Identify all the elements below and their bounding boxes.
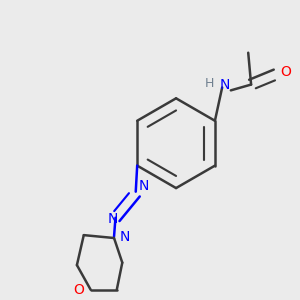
Text: O: O xyxy=(280,64,291,79)
Text: O: O xyxy=(74,283,85,297)
Text: N: N xyxy=(120,230,130,244)
Text: H: H xyxy=(204,76,214,90)
Text: N: N xyxy=(108,212,119,226)
Text: N: N xyxy=(139,179,149,193)
Text: N: N xyxy=(220,78,230,92)
